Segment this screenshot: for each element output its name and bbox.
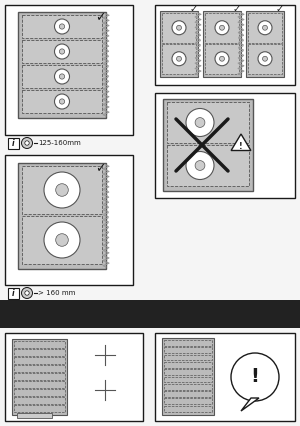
- Bar: [164, 391, 212, 397]
- Bar: [22, 166, 102, 214]
- Bar: [248, 13, 282, 43]
- Text: ✓: ✓: [190, 4, 198, 14]
- Circle shape: [172, 21, 186, 35]
- Bar: [163, 99, 253, 191]
- Polygon shape: [231, 134, 251, 150]
- Circle shape: [59, 24, 64, 29]
- Polygon shape: [241, 398, 259, 411]
- Text: i: i: [12, 289, 15, 298]
- Text: !: !: [239, 141, 243, 151]
- Circle shape: [176, 25, 181, 30]
- Bar: [22, 15, 102, 38]
- Circle shape: [215, 52, 229, 66]
- Bar: [14, 389, 65, 395]
- Bar: [17, 413, 52, 418]
- Bar: [164, 354, 212, 360]
- Circle shape: [44, 172, 80, 208]
- Text: ✓: ✓: [95, 162, 105, 176]
- Circle shape: [55, 44, 70, 59]
- Bar: [205, 13, 239, 43]
- Bar: [164, 369, 212, 375]
- Bar: [164, 384, 212, 390]
- Bar: [160, 11, 198, 77]
- Bar: [5, 333, 143, 421]
- Bar: [162, 13, 196, 43]
- Bar: [14, 341, 65, 348]
- Bar: [164, 362, 212, 368]
- Circle shape: [186, 152, 214, 179]
- Circle shape: [195, 161, 205, 170]
- Circle shape: [25, 141, 29, 145]
- Bar: [167, 145, 249, 186]
- Text: > 160 mm: > 160 mm: [38, 290, 75, 296]
- Bar: [5, 155, 133, 285]
- Bar: [162, 338, 214, 415]
- Circle shape: [22, 288, 32, 299]
- Circle shape: [55, 69, 70, 84]
- Circle shape: [56, 184, 68, 196]
- Circle shape: [25, 291, 29, 295]
- Circle shape: [258, 21, 272, 35]
- Bar: [203, 11, 241, 77]
- Bar: [22, 90, 102, 113]
- Circle shape: [59, 99, 64, 104]
- Bar: [14, 365, 65, 371]
- Bar: [22, 65, 102, 88]
- Bar: [164, 398, 212, 404]
- Circle shape: [59, 49, 64, 54]
- Circle shape: [172, 52, 186, 66]
- Bar: [14, 381, 65, 388]
- Bar: [14, 405, 65, 412]
- Bar: [164, 406, 212, 412]
- Circle shape: [220, 56, 224, 61]
- Bar: [14, 373, 65, 380]
- Circle shape: [186, 109, 214, 136]
- Circle shape: [262, 56, 268, 61]
- Bar: [8, 288, 19, 299]
- Circle shape: [258, 52, 272, 66]
- Text: ✓: ✓: [276, 4, 284, 14]
- Text: i: i: [12, 139, 15, 148]
- Circle shape: [22, 138, 32, 149]
- Text: !: !: [250, 368, 260, 386]
- Bar: [248, 44, 282, 74]
- Bar: [205, 44, 239, 74]
- Bar: [22, 216, 102, 264]
- Bar: [164, 377, 212, 382]
- Text: ✓: ✓: [233, 4, 241, 14]
- Circle shape: [59, 74, 64, 79]
- Bar: [155, 93, 295, 198]
- Circle shape: [215, 21, 229, 35]
- Bar: [162, 44, 196, 74]
- Text: 125-160mm: 125-160mm: [38, 140, 81, 146]
- Bar: [14, 349, 65, 356]
- Circle shape: [231, 353, 279, 401]
- Bar: [18, 12, 106, 118]
- Circle shape: [55, 94, 70, 109]
- Bar: [167, 102, 249, 143]
- Bar: [155, 5, 295, 85]
- Circle shape: [262, 25, 268, 30]
- Circle shape: [56, 234, 68, 246]
- Bar: [14, 397, 65, 403]
- Bar: [14, 357, 65, 363]
- Bar: [246, 11, 284, 77]
- Circle shape: [220, 25, 224, 30]
- Circle shape: [176, 56, 181, 61]
- Bar: [22, 40, 102, 63]
- Bar: [164, 340, 212, 346]
- Circle shape: [44, 222, 80, 258]
- Bar: [12, 339, 67, 415]
- Bar: [164, 347, 212, 353]
- Bar: [0, 300, 300, 328]
- Bar: [18, 163, 106, 269]
- Bar: [155, 333, 295, 421]
- Circle shape: [195, 118, 205, 127]
- Bar: [5, 5, 133, 135]
- Bar: [8, 138, 19, 149]
- Circle shape: [55, 19, 70, 34]
- Text: ✓: ✓: [95, 12, 105, 25]
